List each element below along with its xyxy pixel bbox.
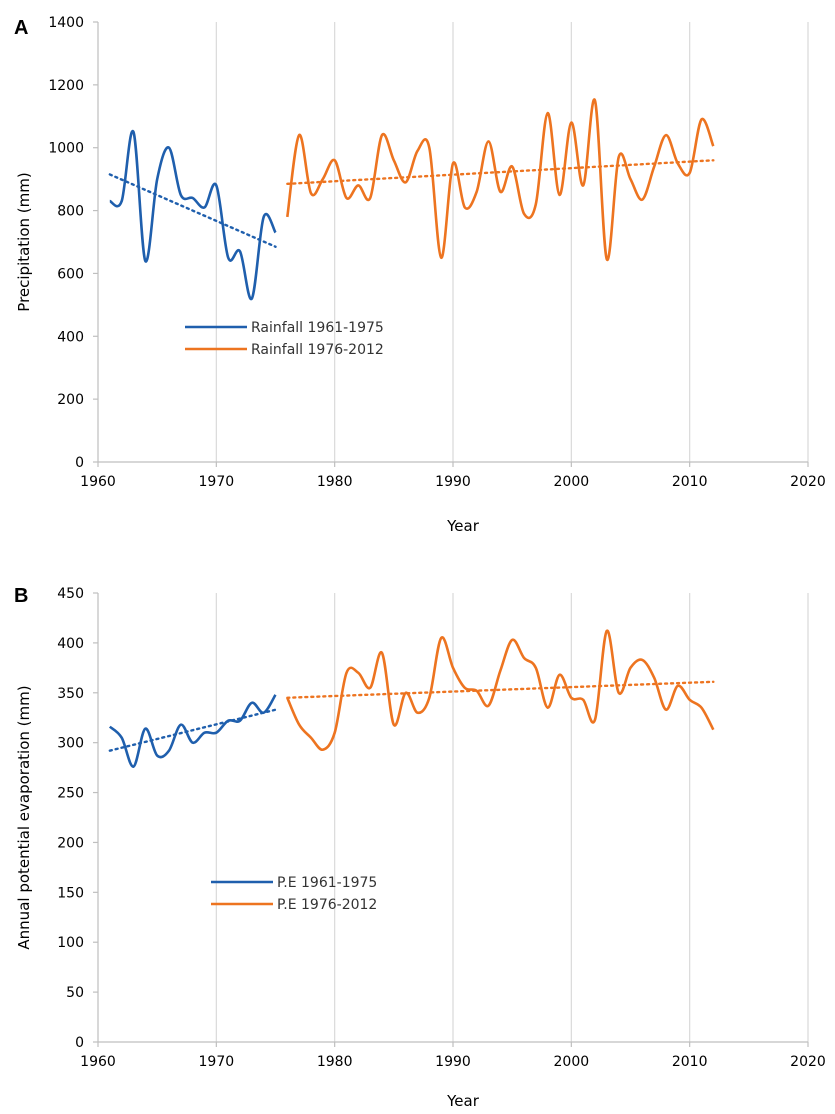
legend-label-2: Rainfall 1976-2012 <box>251 342 384 358</box>
y-tick-label: 200 <box>57 835 84 851</box>
x-tick-label: 2000 <box>554 1054 590 1070</box>
y-tick-label: 800 <box>57 204 84 220</box>
legend-label-1: P.E 1961-1975 <box>277 875 377 891</box>
y-tick-label: 600 <box>57 266 84 282</box>
x-tick-label: 1970 <box>199 1054 235 1070</box>
y-tick-label: 1000 <box>48 141 84 157</box>
y-tick-label: 200 <box>57 392 84 408</box>
y-tick-label: 100 <box>57 935 84 951</box>
series-line-2 <box>286 629 715 751</box>
panel-label: A <box>14 17 28 39</box>
y-tick-label: 1400 <box>48 15 84 31</box>
y-tick-label: 0 <box>75 1035 84 1051</box>
legend-label-2: P.E 1976-2012 <box>277 897 377 913</box>
x-tick-label: 1970 <box>199 474 235 490</box>
x-tick-label: 1960 <box>80 1054 116 1070</box>
panel-label: B <box>14 585 28 607</box>
y-tick-label: 400 <box>57 636 84 652</box>
y-axis-title: Annual potential evaporation (mm) <box>15 685 33 949</box>
x-tick-label: 2020 <box>790 474 826 490</box>
trendline-2 <box>286 159 715 186</box>
y-tick-label: 350 <box>57 686 84 702</box>
x-axis-title: Year <box>446 517 480 535</box>
y-tick-label: 50 <box>66 985 84 1001</box>
x-tick-label: 1980 <box>317 1054 353 1070</box>
y-tick-label: 0 <box>75 455 84 471</box>
x-tick-label: 2000 <box>554 474 590 490</box>
chart-panel-b: 0 50 100 150 200 250 300 350 400 450 1960 1970 1980 1… <box>0 557 835 1114</box>
y-tick-label: 1200 <box>48 78 84 94</box>
x-tick-label: 2010 <box>672 474 708 490</box>
x-tick-label: 2010 <box>672 1054 708 1070</box>
series-line-1 <box>109 129 277 300</box>
x-tick-label: 1980 <box>317 474 353 490</box>
series-line-1 <box>108 694 277 768</box>
trendline-2 <box>286 680 715 699</box>
trendline-1 <box>108 708 277 752</box>
y-tick-label: 400 <box>57 329 84 345</box>
x-tick-label: 1990 <box>435 1054 471 1070</box>
legend-label-1: Rainfall 1961-1975 <box>251 320 384 336</box>
chart-panel-a: 0 200 400 600 800 1000 1200 1400 1960 1970 1980 199… <box>14 15 826 535</box>
x-tick-label: 1960 <box>80 474 116 490</box>
y-tick-label: 250 <box>57 786 84 802</box>
y-tick-label: 450 <box>57 586 84 602</box>
y-axis-title: Precipitation (mm) <box>15 172 33 311</box>
y-tick-label: 300 <box>57 736 84 752</box>
x-tick-label: 1990 <box>435 474 471 490</box>
trendline-1 <box>108 173 277 248</box>
x-axis-title: Year <box>446 1092 480 1110</box>
x-tick-label: 2020 <box>790 1054 826 1070</box>
evaporation-chart: 0 50 100 150 200 250 300 350 400 450 1960 1970 1980 1… <box>14 585 826 1110</box>
precipitation-chart: 0 200 400 600 800 1000 1200 1400 1960 1970 1980 199… <box>14 15 826 535</box>
series-line-2 <box>286 98 715 261</box>
y-tick-label: 150 <box>57 885 84 901</box>
